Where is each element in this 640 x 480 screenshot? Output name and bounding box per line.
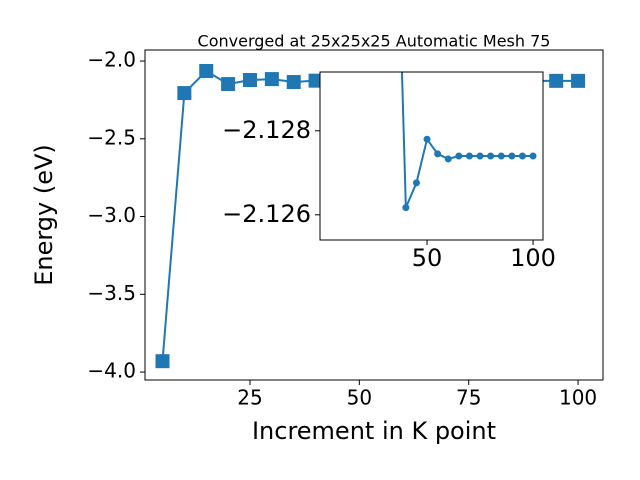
y-tick-label: −2.126 [222,200,311,228]
marker [508,152,516,160]
marker [177,86,192,101]
marker [465,152,473,160]
y-tick-label: −2.0 [87,48,136,72]
y-tick-label: −3.5 [87,281,136,305]
marker [221,77,236,92]
marker [518,152,526,160]
x-tick-label: 50 [412,244,443,272]
marker [264,72,279,87]
marker [402,204,410,212]
x-tick-label: 75 [456,386,481,410]
marker [286,75,301,90]
chart-title: Converged at 25x25x25 Automatic Mesh 75 [198,32,551,51]
marker [434,150,442,158]
marker [242,73,257,88]
x-tick-label: 100 [510,244,556,272]
y-tick-label: −2.5 [87,125,136,149]
marker [487,152,495,160]
marker [497,152,505,160]
y-axis-label: Energy (eV) [30,144,58,286]
marker [423,135,431,143]
y-tick-label: −2.128 [222,116,311,144]
marker [455,152,463,160]
plot-layer [400,72,537,212]
x-tick-label: 100 [559,386,597,410]
axes-frame [319,71,544,241]
x-axis-label: Increment in K point [252,417,496,445]
marker [549,73,564,88]
marker [199,63,214,78]
marker [476,152,484,160]
y-tick-label: −4.0 [87,359,136,383]
marker [155,354,170,369]
marker [571,73,586,88]
marker [529,152,537,160]
marker [444,155,452,163]
marker [308,73,323,88]
x-tick-label: 50 [347,386,372,410]
marker [412,179,420,187]
x-tick-label: 25 [237,386,262,410]
y-tick-label: −3.0 [87,203,136,227]
axes-frame [144,49,604,381]
